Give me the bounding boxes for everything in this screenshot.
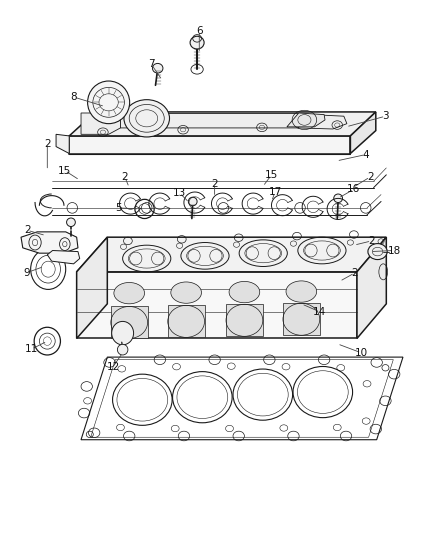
- Polygon shape: [56, 134, 69, 154]
- Polygon shape: [47, 251, 80, 264]
- Text: 3: 3: [382, 111, 389, 121]
- Polygon shape: [298, 115, 347, 129]
- Text: 13: 13: [173, 188, 186, 198]
- Polygon shape: [287, 113, 325, 127]
- Ellipse shape: [334, 194, 343, 203]
- Text: 6: 6: [196, 26, 203, 36]
- Ellipse shape: [67, 218, 75, 227]
- Polygon shape: [81, 357, 403, 440]
- Text: 10: 10: [355, 348, 368, 358]
- Ellipse shape: [286, 281, 317, 302]
- Text: 2: 2: [367, 172, 374, 182]
- Polygon shape: [111, 306, 148, 338]
- Polygon shape: [120, 114, 312, 128]
- Text: 4: 4: [362, 150, 369, 159]
- Text: 7: 7: [148, 59, 155, 69]
- Text: 12: 12: [106, 362, 120, 372]
- Text: 8: 8: [70, 92, 77, 102]
- Text: 2: 2: [351, 268, 358, 278]
- Polygon shape: [69, 112, 376, 136]
- Text: 2: 2: [368, 236, 375, 246]
- Ellipse shape: [171, 282, 201, 303]
- Polygon shape: [226, 304, 263, 336]
- Text: 15: 15: [265, 170, 278, 180]
- Text: 16: 16: [347, 184, 360, 194]
- Polygon shape: [168, 305, 205, 337]
- Text: 5: 5: [115, 203, 122, 213]
- Ellipse shape: [88, 81, 130, 124]
- Polygon shape: [357, 237, 386, 338]
- Text: 2: 2: [24, 225, 31, 235]
- Polygon shape: [350, 112, 376, 154]
- Ellipse shape: [152, 63, 163, 73]
- Polygon shape: [77, 237, 107, 338]
- Polygon shape: [283, 303, 320, 335]
- Ellipse shape: [112, 321, 134, 345]
- Text: 9: 9: [23, 268, 30, 278]
- Text: 14: 14: [313, 307, 326, 317]
- Polygon shape: [21, 232, 78, 253]
- Text: 2: 2: [211, 179, 218, 189]
- Text: 15: 15: [58, 166, 71, 175]
- Ellipse shape: [190, 36, 204, 49]
- Text: 17: 17: [268, 187, 282, 197]
- Polygon shape: [81, 113, 120, 134]
- Ellipse shape: [368, 244, 387, 260]
- Polygon shape: [77, 272, 357, 338]
- Text: 2: 2: [121, 172, 128, 182]
- Text: 18: 18: [388, 246, 401, 255]
- Polygon shape: [69, 136, 350, 154]
- Ellipse shape: [229, 281, 260, 303]
- Ellipse shape: [114, 282, 145, 304]
- Ellipse shape: [117, 344, 128, 355]
- Text: 2: 2: [44, 139, 51, 149]
- Text: 11: 11: [25, 344, 38, 354]
- Ellipse shape: [124, 100, 170, 137]
- Ellipse shape: [188, 197, 197, 206]
- Polygon shape: [77, 237, 386, 272]
